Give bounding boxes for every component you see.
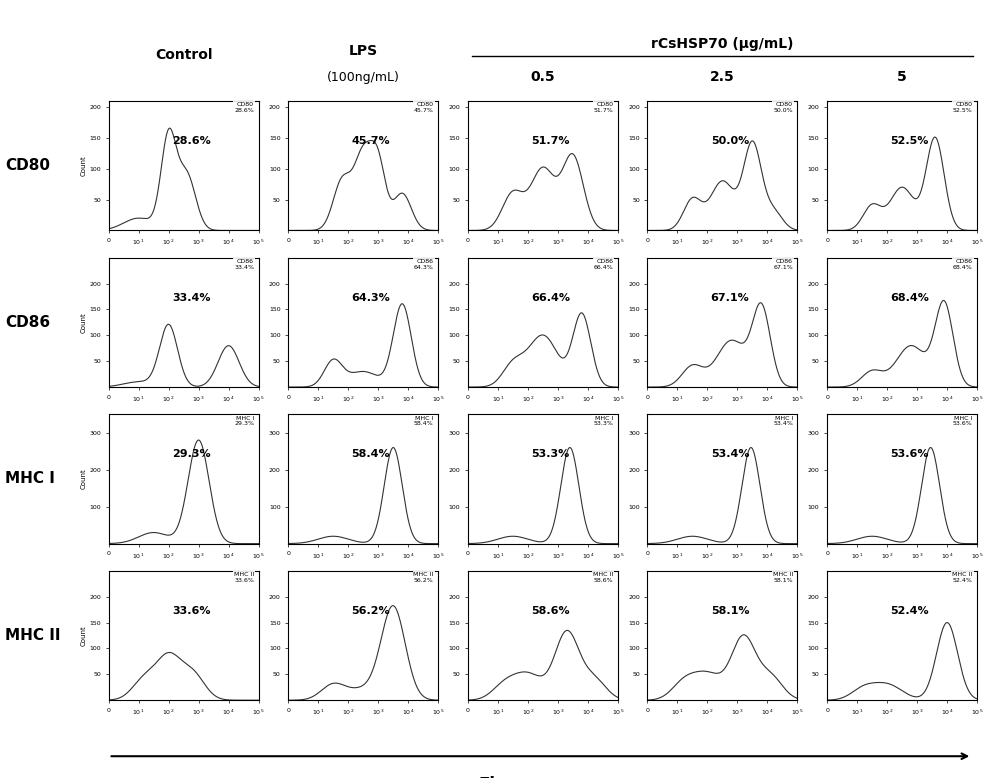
Text: LPS: LPS [348, 44, 378, 58]
Text: MHC I
53.3%: MHC I 53.3% [593, 415, 612, 426]
Text: CD86
33.4%: CD86 33.4% [234, 259, 253, 270]
Text: 45.7%: 45.7% [351, 136, 389, 146]
Text: 0.5: 0.5 [530, 70, 554, 84]
Text: 58.4%: 58.4% [351, 449, 389, 459]
Text: 33.6%: 33.6% [172, 606, 210, 615]
Text: 68.4%: 68.4% [889, 293, 928, 303]
Text: Control: Control [155, 48, 212, 62]
Text: 51.7%: 51.7% [530, 136, 569, 146]
Text: 5: 5 [896, 70, 906, 84]
Text: 53.6%: 53.6% [889, 449, 928, 459]
Text: CD86
68.4%: CD86 68.4% [951, 259, 971, 270]
Text: 66.4%: 66.4% [530, 293, 569, 303]
Text: MHC I: MHC I [5, 471, 55, 486]
Text: 64.3%: 64.3% [351, 293, 389, 303]
Y-axis label: Count: Count [80, 468, 87, 489]
Text: MHC I
53.6%: MHC I 53.6% [951, 415, 971, 426]
Text: CD86
64.3%: CD86 64.3% [413, 259, 433, 270]
Text: MHC I
53.4%: MHC I 53.4% [772, 415, 792, 426]
Text: CD80
51.7%: CD80 51.7% [593, 103, 612, 114]
Text: CD80
52.5%: CD80 52.5% [951, 103, 971, 114]
Text: MHC II
52.4%: MHC II 52.4% [951, 572, 971, 583]
Text: MHC II
58.1%: MHC II 58.1% [772, 572, 792, 583]
Text: 56.2%: 56.2% [351, 606, 389, 615]
Text: (100ng/mL): (100ng/mL) [326, 71, 399, 84]
Text: 58.1%: 58.1% [710, 606, 748, 615]
Text: 50.0%: 50.0% [710, 136, 748, 146]
Text: rCsHSP70 (μg/mL): rCsHSP70 (μg/mL) [651, 37, 793, 51]
Text: CD86
67.1%: CD86 67.1% [772, 259, 792, 270]
Text: 67.1%: 67.1% [710, 293, 748, 303]
Text: MHC II
58.6%: MHC II 58.6% [593, 572, 612, 583]
Text: MHC II: MHC II [5, 628, 60, 643]
Text: 33.4%: 33.4% [172, 293, 210, 303]
Text: Fluorescence: Fluorescence [478, 776, 601, 778]
Text: 52.4%: 52.4% [889, 606, 928, 615]
Text: 52.5%: 52.5% [889, 136, 928, 146]
Text: MHC II
56.2%: MHC II 56.2% [413, 572, 433, 583]
Text: 53.4%: 53.4% [710, 449, 748, 459]
Text: MHC II
33.6%: MHC II 33.6% [234, 572, 253, 583]
Text: CD80
45.7%: CD80 45.7% [413, 103, 433, 114]
Text: 53.3%: 53.3% [530, 449, 569, 459]
Text: 2.5: 2.5 [709, 70, 735, 84]
Text: MHC I
29.3%: MHC I 29.3% [234, 415, 253, 426]
Text: MHC I
58.4%: MHC I 58.4% [413, 415, 433, 426]
Text: CD86: CD86 [5, 315, 50, 330]
Text: 58.6%: 58.6% [530, 606, 569, 615]
Y-axis label: Count: Count [80, 626, 87, 646]
Text: 28.6%: 28.6% [172, 136, 210, 146]
Text: CD80
28.6%: CD80 28.6% [234, 103, 253, 114]
Text: 29.3%: 29.3% [172, 449, 210, 459]
Text: CD80: CD80 [5, 158, 50, 173]
Text: CD80
50.0%: CD80 50.0% [773, 103, 792, 114]
Y-axis label: Count: Count [80, 312, 87, 333]
Text: CD86
66.4%: CD86 66.4% [593, 259, 612, 270]
Y-axis label: Count: Count [80, 156, 87, 176]
